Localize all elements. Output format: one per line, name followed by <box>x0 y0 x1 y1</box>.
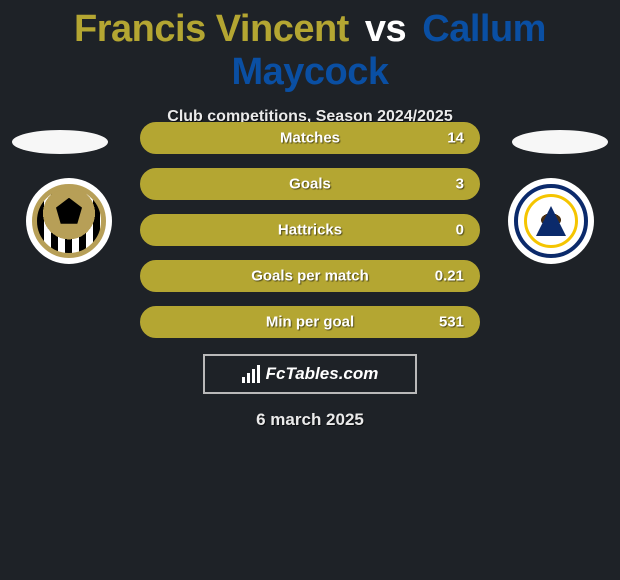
stat-label: Goals per match <box>251 268 369 285</box>
date-label: 6 march 2025 <box>256 410 364 430</box>
afc-wimbledon-badge-icon <box>514 184 588 258</box>
stat-row-goals-per-match: Goals per match 0.21 <box>140 260 480 292</box>
stat-row-goals: Goals 3 <box>140 168 480 200</box>
branding-text: FcTables.com <box>266 364 379 384</box>
stat-value: 0.21 <box>435 268 464 285</box>
stat-row-matches: Matches 14 <box>140 122 480 154</box>
stat-value: 531 <box>439 314 464 331</box>
stat-label: Hattricks <box>278 222 342 239</box>
notts-county-badge-icon <box>32 184 106 258</box>
stat-value: 0 <box>456 222 464 239</box>
comparison-title: Francis Vincent vs Callum Maycock <box>0 0 620 94</box>
player2-club-crest <box>508 178 594 264</box>
stat-label: Goals <box>289 176 331 193</box>
bars-icon <box>242 365 260 383</box>
stat-label: Matches <box>280 130 340 147</box>
stat-value: 14 <box>447 130 464 147</box>
stat-row-hattricks: Hattricks 0 <box>140 214 480 246</box>
player1-name: Francis Vincent <box>74 8 349 50</box>
stat-value: 3 <box>456 176 464 193</box>
stat-label: Min per goal <box>266 314 354 331</box>
title-vs: vs <box>365 8 406 50</box>
player1-oval <box>12 130 108 154</box>
branding-box: FcTables.com <box>203 354 417 394</box>
stat-row-min-per-goal: Min per goal 531 <box>140 306 480 338</box>
stats-container: Matches 14 Goals 3 Hattricks 0 Goals per… <box>140 122 480 352</box>
player1-club-crest <box>26 178 112 264</box>
player2-oval <box>512 130 608 154</box>
